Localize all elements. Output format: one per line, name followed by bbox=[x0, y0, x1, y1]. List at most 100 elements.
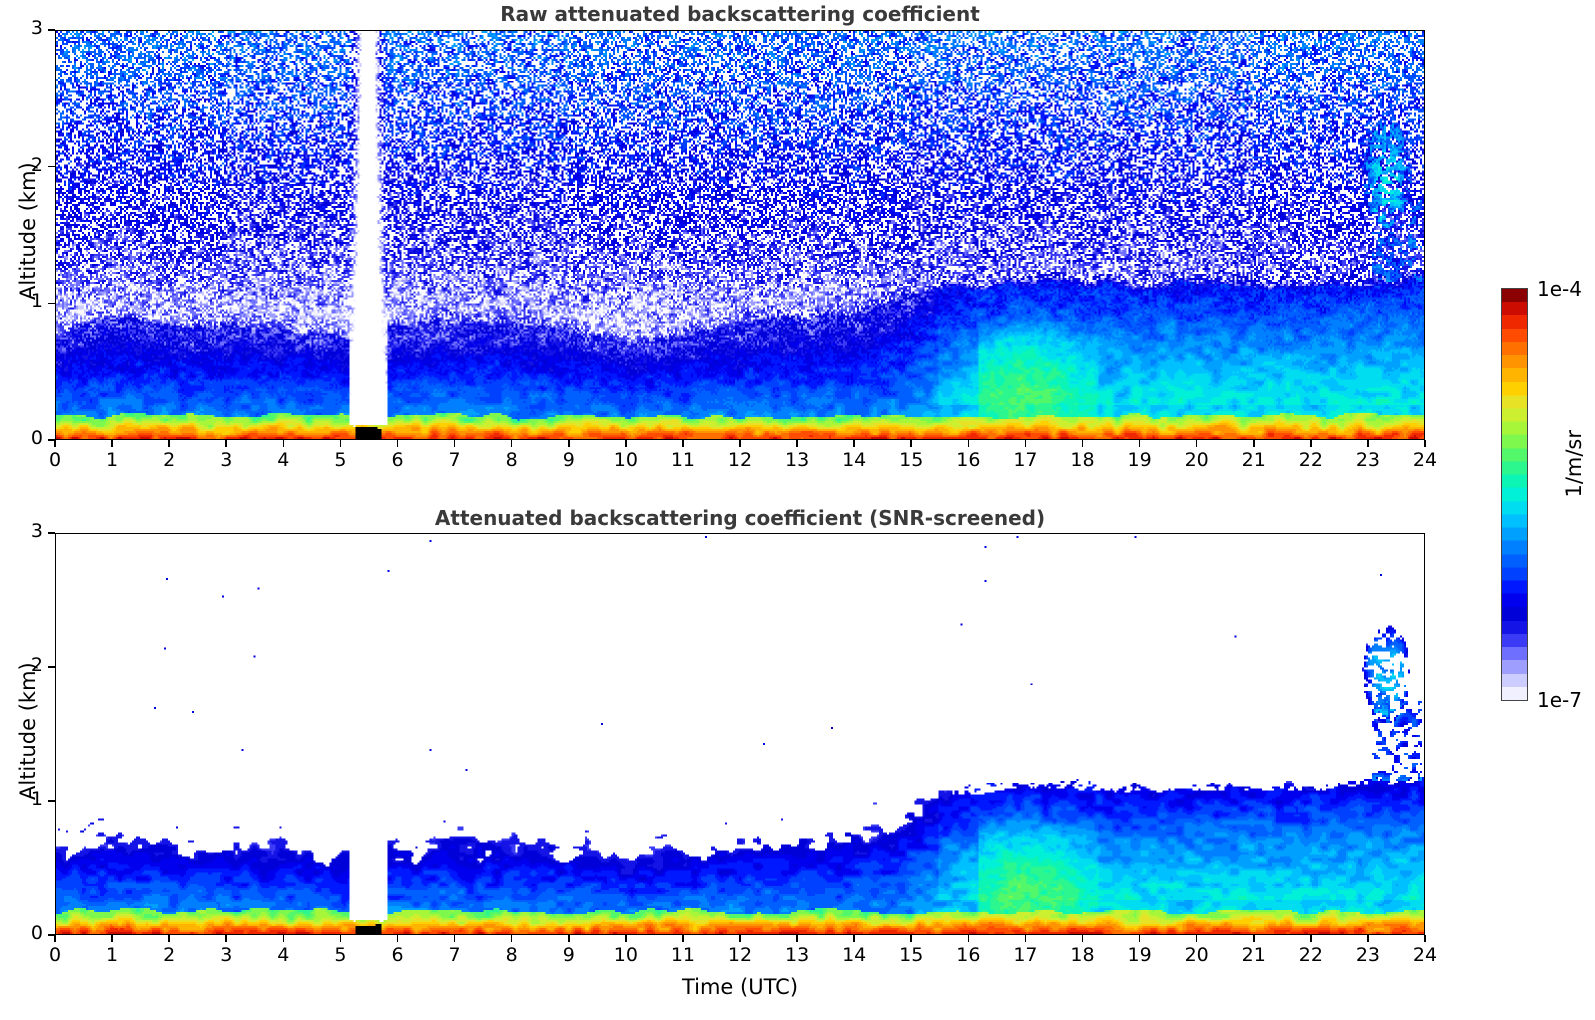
x-tick-12 bbox=[739, 440, 741, 447]
panel-title-screened: Attenuated backscattering coefficient (S… bbox=[434, 506, 1046, 530]
y-ticklabel-0: 0 bbox=[30, 427, 43, 449]
heatmap-screened bbox=[56, 534, 1424, 934]
colorbar bbox=[1501, 288, 1528, 701]
x-tick-5 bbox=[339, 935, 342, 942]
y-ticklabel-0: 0 bbox=[30, 922, 43, 944]
y-tick-3 bbox=[48, 532, 55, 534]
x-tick-15 bbox=[910, 440, 913, 447]
x-tick-4 bbox=[282, 935, 285, 942]
x-tick-4 bbox=[282, 440, 285, 447]
x-tick-12 bbox=[739, 935, 741, 942]
x-tick-8 bbox=[510, 935, 513, 942]
x-ticklabel-13: 13 bbox=[784, 944, 810, 966]
y-ticklabel-3: 3 bbox=[30, 17, 43, 39]
y-ticklabel-1: 1 bbox=[30, 788, 43, 810]
x-ticklabel-16: 16 bbox=[956, 449, 981, 471]
x-ticklabel-4: 4 bbox=[277, 449, 290, 471]
x-ticklabel-22: 22 bbox=[1298, 944, 1323, 966]
x-ticklabel-21: 21 bbox=[1241, 944, 1266, 966]
x-ticklabel-5: 5 bbox=[334, 449, 347, 471]
x-ticklabel-10: 10 bbox=[613, 944, 638, 966]
x-ticklabel-9: 9 bbox=[562, 944, 575, 966]
x-tick-8 bbox=[510, 440, 513, 447]
y-ticklabel-2: 2 bbox=[30, 153, 43, 176]
x-tick-1 bbox=[111, 440, 113, 447]
x-ticklabel-11: 11 bbox=[670, 449, 695, 471]
x-tick-17 bbox=[1024, 440, 1027, 447]
x-tick-6 bbox=[396, 935, 399, 942]
x-tick-16 bbox=[967, 935, 970, 942]
x-tick-0 bbox=[54, 935, 56, 942]
x-tick-0 bbox=[54, 440, 56, 447]
x-ticklabel-3: 3 bbox=[220, 449, 233, 471]
y-tick-1 bbox=[48, 800, 55, 802]
x-tick-21 bbox=[1252, 935, 1255, 942]
colorbar-min-label: 1e-7 bbox=[1537, 688, 1582, 712]
y-tick-0 bbox=[48, 934, 55, 936]
x-tick-24 bbox=[1424, 935, 1426, 942]
x-ticklabel-12: 12 bbox=[727, 944, 753, 966]
x-tick-6 bbox=[396, 440, 399, 447]
plot-area-raw bbox=[55, 30, 1425, 440]
x-ticklabel-4: 4 bbox=[277, 944, 290, 966]
x-tick-20 bbox=[1195, 935, 1198, 942]
x-tick-1 bbox=[111, 935, 113, 942]
x-ticklabel-6: 6 bbox=[391, 449, 404, 471]
x-ticklabel-18: 18 bbox=[1070, 944, 1095, 966]
x-ticklabel-22: 22 bbox=[1298, 449, 1323, 471]
x-ticklabel-24: 24 bbox=[1412, 449, 1438, 471]
x-ticklabel-9: 9 bbox=[562, 449, 575, 471]
x-ticklabel-2: 2 bbox=[163, 944, 176, 966]
x-tick-10 bbox=[625, 440, 627, 447]
y-axis-label-screened: Altitude (km) bbox=[16, 662, 40, 800]
x-ticklabel-15: 15 bbox=[899, 449, 924, 471]
x-tick-23 bbox=[1367, 935, 1369, 942]
x-tick-14 bbox=[853, 935, 855, 942]
x-ticklabel-18: 18 bbox=[1070, 449, 1095, 471]
y-ticklabel-2: 2 bbox=[30, 654, 43, 676]
y-tick-1 bbox=[48, 302, 55, 305]
x-tick-18 bbox=[1081, 935, 1084, 942]
x-tick-7 bbox=[453, 935, 456, 942]
x-ticklabel-15: 15 bbox=[899, 944, 924, 966]
x-ticklabel-3: 3 bbox=[220, 944, 233, 966]
x-ticklabel-8: 8 bbox=[505, 944, 518, 966]
x-tick-14 bbox=[853, 440, 855, 447]
x-tick-9 bbox=[567, 440, 570, 447]
x-tick-20 bbox=[1195, 440, 1198, 447]
x-tick-7 bbox=[453, 440, 456, 447]
x-ticklabel-20: 20 bbox=[1184, 944, 1209, 966]
x-ticklabel-5: 5 bbox=[334, 944, 347, 966]
x-tick-17 bbox=[1024, 935, 1027, 942]
x-ticklabel-14: 14 bbox=[842, 944, 867, 966]
x-ticklabel-8: 8 bbox=[505, 449, 518, 471]
colorbar-unit-label: 1/m/sr bbox=[1562, 430, 1586, 498]
x-ticklabel-24: 24 bbox=[1412, 944, 1438, 966]
x-tick-22 bbox=[1310, 935, 1312, 942]
colorbar-gradient bbox=[1502, 289, 1527, 700]
x-tick-9 bbox=[567, 935, 570, 942]
y-ticklabel-1: 1 bbox=[30, 290, 43, 313]
x-ticklabel-7: 7 bbox=[448, 449, 461, 471]
x-ticklabel-10: 10 bbox=[613, 449, 638, 471]
x-ticklabel-19: 19 bbox=[1127, 449, 1152, 471]
x-ticklabel-23: 23 bbox=[1355, 944, 1380, 966]
x-ticklabel-23: 23 bbox=[1355, 449, 1380, 471]
x-ticklabel-7: 7 bbox=[448, 944, 461, 966]
x-tick-11 bbox=[682, 440, 684, 447]
x-tick-22 bbox=[1310, 440, 1312, 447]
x-tick-24 bbox=[1424, 440, 1426, 447]
x-tick-21 bbox=[1252, 440, 1255, 447]
x-ticklabel-14: 14 bbox=[842, 449, 867, 471]
x-tick-19 bbox=[1138, 935, 1141, 942]
x-axis-label: Time (UTC) bbox=[681, 975, 799, 999]
panel-title-raw: Raw attenuated backscattering coefficien… bbox=[500, 2, 980, 26]
colorbar-max-label: 1e-4 bbox=[1537, 277, 1582, 301]
x-tick-23 bbox=[1367, 440, 1369, 447]
x-ticklabel-6: 6 bbox=[391, 944, 404, 966]
x-ticklabel-16: 16 bbox=[956, 944, 981, 966]
x-tick-3 bbox=[225, 440, 228, 447]
x-ticklabel-13: 13 bbox=[784, 449, 810, 471]
y-tick-0 bbox=[48, 439, 55, 441]
